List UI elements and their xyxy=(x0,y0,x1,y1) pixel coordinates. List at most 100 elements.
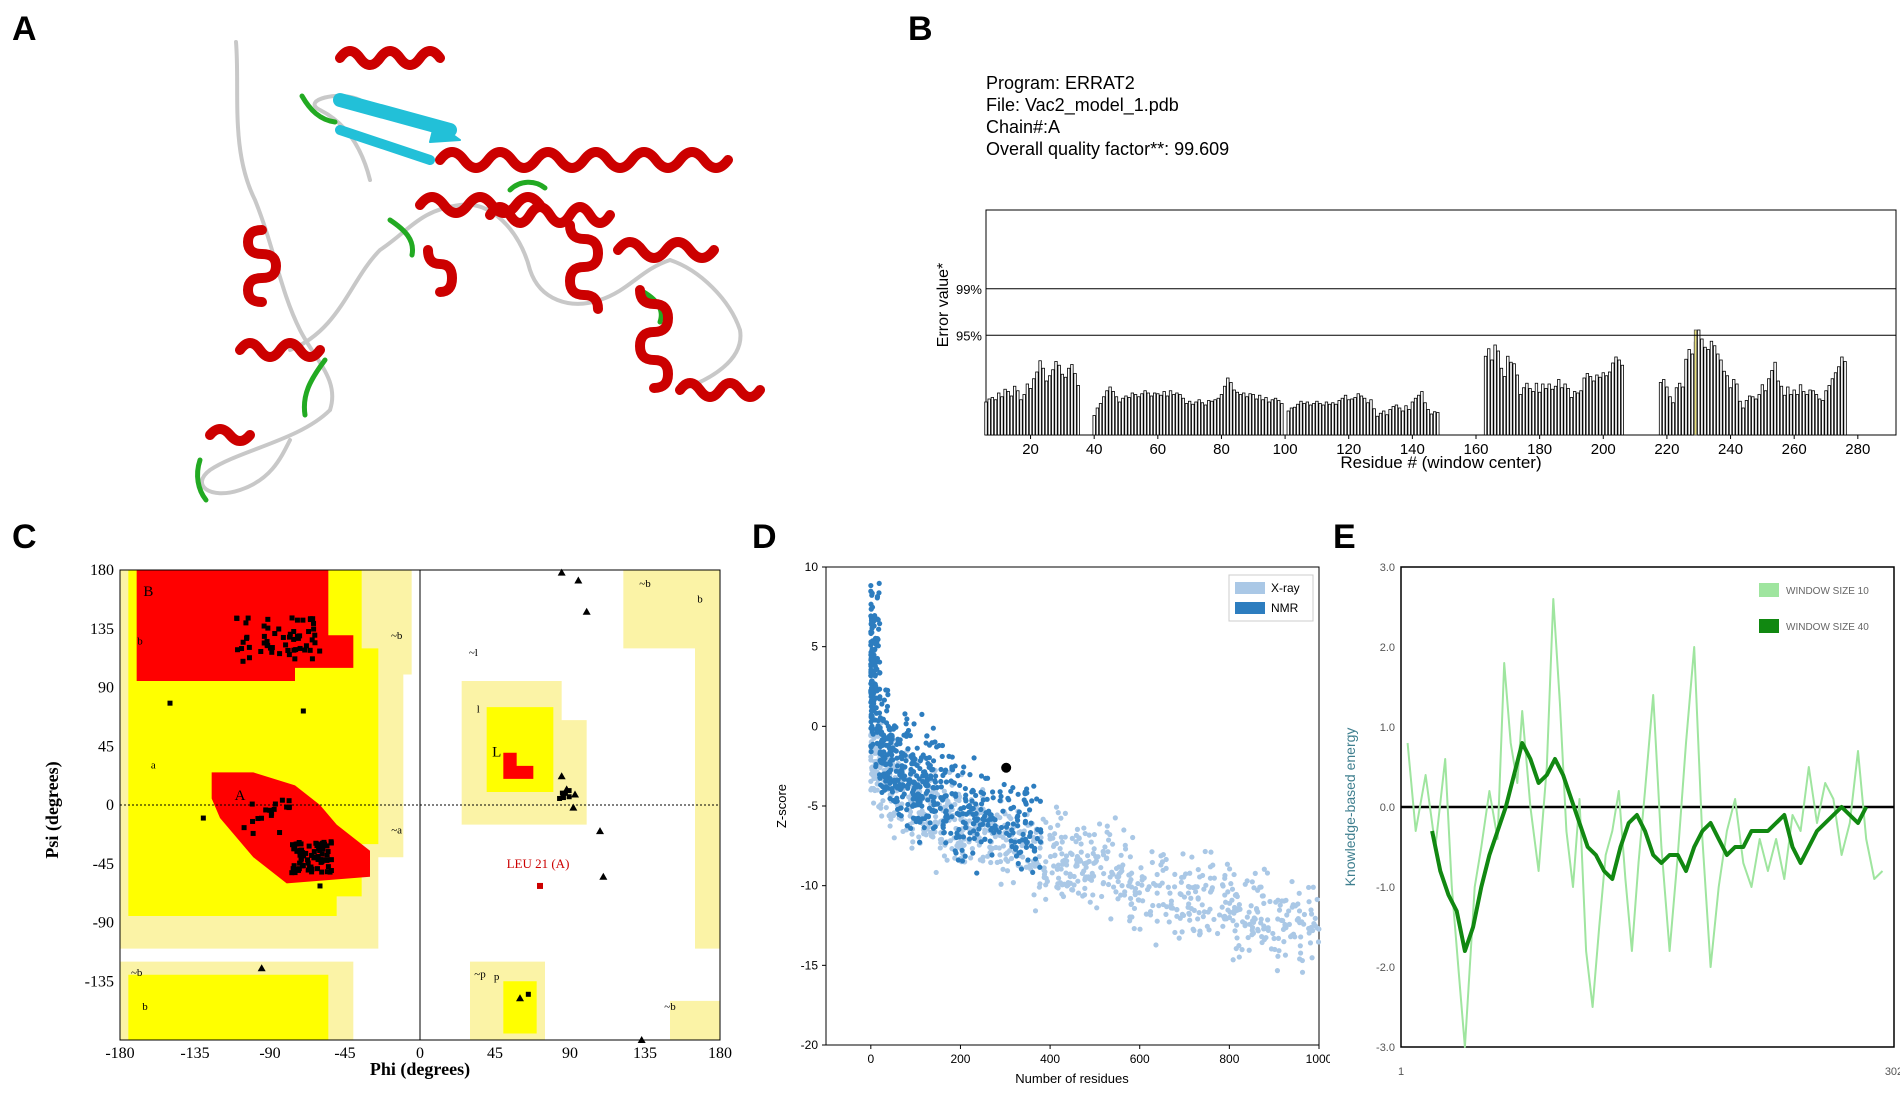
zscore-xray-point xyxy=(1126,883,1132,889)
rama-residue-point xyxy=(246,644,252,650)
zscore-nmr-point xyxy=(875,718,881,724)
zscore-xray-point xyxy=(941,788,947,794)
rama-residue-point xyxy=(325,864,331,870)
zscore-xray-point xyxy=(1051,842,1057,848)
rama-region-allowed xyxy=(503,981,537,1034)
zscore-xray-point xyxy=(1115,878,1121,885)
zscore-nmr-point xyxy=(988,815,994,821)
errat-bar xyxy=(1779,385,1784,436)
rama-region-label: ~b xyxy=(664,1001,676,1013)
rama-residue-point xyxy=(297,645,303,651)
zscore-xray-point xyxy=(883,804,889,811)
zscore-xray-point xyxy=(1154,890,1160,896)
zscore-nmr-point xyxy=(902,711,908,717)
zscore-xray-point xyxy=(1136,897,1142,903)
errat-bar xyxy=(1397,407,1402,436)
zscore-ytick-label: -5 xyxy=(807,799,818,813)
errat-bar xyxy=(1716,353,1720,436)
rama-residue-point xyxy=(305,860,311,866)
zscore-xray-point xyxy=(1105,849,1111,855)
errat-bar xyxy=(1410,401,1415,436)
errat-highlight-bar xyxy=(1693,329,1698,436)
errat-bar xyxy=(1394,404,1399,436)
zscore-xray-point xyxy=(1065,882,1071,888)
rama-residue-point xyxy=(258,815,264,821)
zscore-nmr-point xyxy=(925,814,932,820)
zscore-nmr-point xyxy=(872,673,878,679)
zscore-nmr-point xyxy=(1037,798,1043,804)
zscore-nmr-point xyxy=(869,715,875,721)
rama-residue-point xyxy=(294,617,300,623)
zscore-xray-point xyxy=(906,794,912,800)
zscore-nmr-point xyxy=(903,733,910,739)
rama-residue-point xyxy=(276,626,282,632)
errat-bar xyxy=(1102,396,1106,436)
zscore-xray-point xyxy=(941,853,948,859)
zscore-xray-point xyxy=(1230,918,1236,924)
errat-file: File: Vac2_model_1.pdb xyxy=(986,95,1179,115)
rama-residue-point xyxy=(255,816,261,822)
errat-xtick-label: 220 xyxy=(1654,441,1679,458)
zscore-nmr-point xyxy=(949,767,956,773)
zscore-nmr-point xyxy=(1016,809,1022,815)
zscore-nmr-point xyxy=(898,750,905,756)
zscore-xray-point xyxy=(916,834,922,840)
zscore-xray-point xyxy=(1103,856,1110,862)
zscore-ytick-label: 5 xyxy=(811,640,818,654)
rama-region-label: ~l xyxy=(469,647,478,659)
zscore-xray-point xyxy=(1203,882,1209,888)
zscore-xray-point xyxy=(1197,928,1203,934)
zscore-xray-point xyxy=(1219,904,1225,910)
rama-xtick-label: 90 xyxy=(562,1045,578,1062)
zscore-xray-point xyxy=(1091,860,1097,866)
zscore-xray-point xyxy=(1179,874,1185,881)
errat-chart: 99% 95% 20 40 60 80 100 120 140 160 180 200 220 240 2… xyxy=(935,209,1897,472)
errat-bar xyxy=(1735,383,1739,436)
rama-residue-point xyxy=(300,863,306,869)
zscore-nmr-point xyxy=(878,782,884,788)
errat-bar xyxy=(1105,390,1109,436)
zscore-xray-point xyxy=(969,846,975,852)
energy-ytick-label: 2.0 xyxy=(1380,642,1395,654)
zscore-xray-point xyxy=(1244,914,1250,920)
zscore-xray-point xyxy=(1100,852,1107,858)
zscore-xray-point xyxy=(1061,881,1067,887)
errat-bar xyxy=(1404,405,1408,436)
errat-bar xyxy=(1051,369,1055,436)
errat-bar xyxy=(1483,355,1488,436)
zscore-xray-point xyxy=(1086,832,1092,838)
zscore-xray-point xyxy=(891,835,897,841)
zscore-xray-point xyxy=(1187,917,1193,923)
zscore-nmr-point xyxy=(919,711,925,717)
errat-bar xyxy=(1337,400,1341,436)
zscore-nmr-point xyxy=(962,795,968,802)
errat-bar xyxy=(1378,412,1383,436)
zscore-xray-point xyxy=(1226,866,1233,872)
zscore-xray-point xyxy=(1235,907,1241,913)
zscore-nmr-point xyxy=(905,801,911,808)
zscore-xray-point xyxy=(1041,865,1047,871)
errat-bar xyxy=(1840,356,1844,436)
zscore-xray-point xyxy=(933,869,939,876)
zscore-nmr-point xyxy=(1022,789,1028,795)
zscore-nmr-point xyxy=(943,779,950,785)
zscore-xray-point xyxy=(1211,916,1217,923)
zscore-xray-point xyxy=(1000,843,1007,849)
zscore-nmr-point xyxy=(889,732,895,739)
zscore-xray-point xyxy=(1254,907,1260,913)
rama-region-label: b xyxy=(137,635,143,647)
zscore-xray-point xyxy=(1129,870,1135,876)
zscore-xray-point xyxy=(909,845,915,851)
zscore-nmr-point xyxy=(879,701,885,707)
zscore-xray-point xyxy=(1100,880,1107,886)
zscore-xray-point xyxy=(1105,837,1112,843)
rama-region-label: b xyxy=(142,1001,148,1013)
zscore-xray-point xyxy=(1071,873,1077,880)
rama-residue-point xyxy=(313,840,319,846)
zscore-xray-point xyxy=(1281,939,1287,945)
zscore-nmr-point xyxy=(907,733,913,739)
zscore-xray-point xyxy=(1299,919,1305,925)
rama-residue-point xyxy=(235,647,241,653)
zscore-xray-point xyxy=(1064,858,1070,864)
zscore-nmr-point xyxy=(969,798,975,804)
